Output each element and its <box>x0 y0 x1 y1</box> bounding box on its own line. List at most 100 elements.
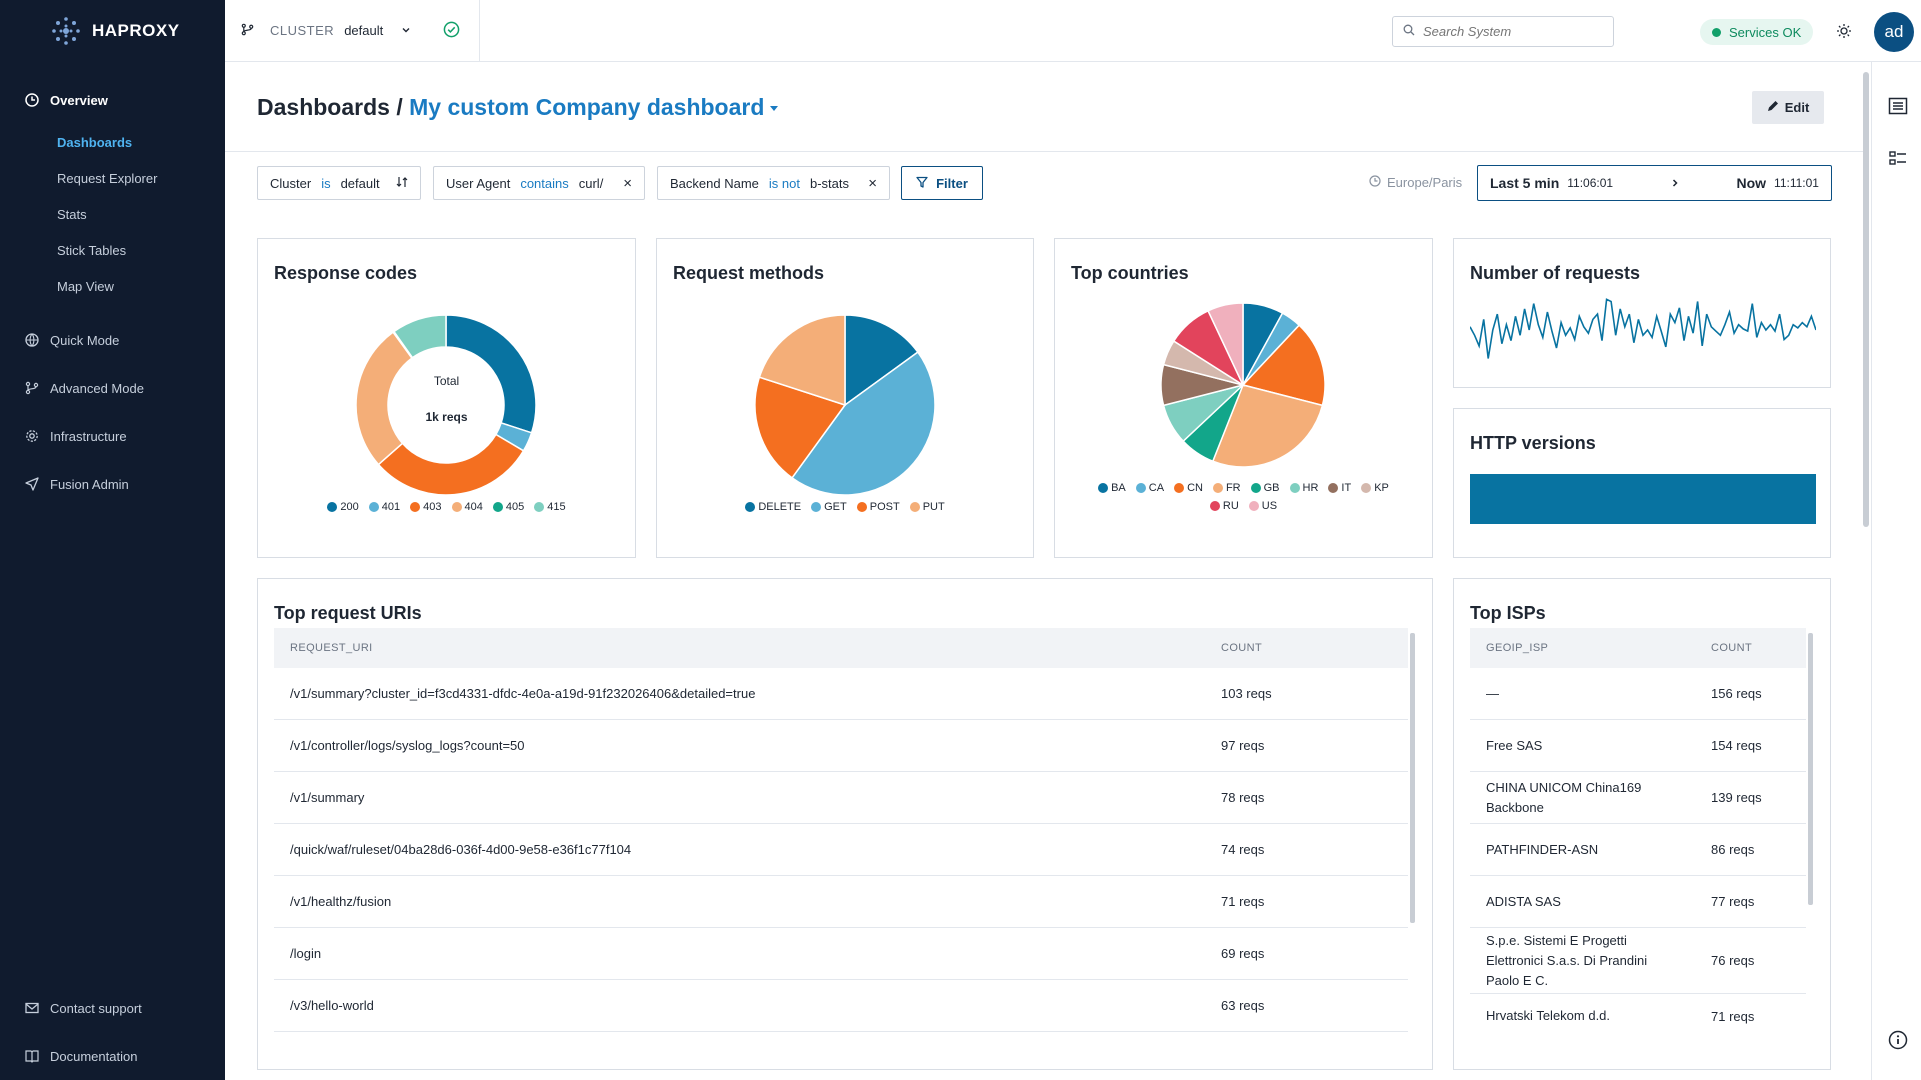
sidebar-subitem-request-explorer[interactable]: Request Explorer <box>57 170 158 186</box>
table-row[interactable]: /v1/summary?cluster_id=f3cd4331-dfdc-4e0… <box>274 668 1408 720</box>
edit-button[interactable]: Edit <box>1752 91 1824 124</box>
table-row[interactable]: S.p.e. Sistemi E Progetti Elettronici S.… <box>1470 928 1806 994</box>
top-countries-pie-chart[interactable] <box>1055 295 1432 475</box>
sidebar-subitem-dashboards[interactable]: Dashboards <box>57 134 133 150</box>
legend-item-post[interactable]: POST <box>856 501 900 513</box>
legend-item-put[interactable]: PUT <box>909 501 945 513</box>
request-uri-cell: /v1/healthz/fusion <box>290 894 392 909</box>
page-scrollbar[interactable] <box>1863 72 1869 527</box>
legend-item-kp[interactable]: KP <box>1361 482 1389 494</box>
filter-operator: contains <box>520 175 569 191</box>
table-scrollbar[interactable] <box>1808 633 1813 905</box>
column-header-count[interactable]: COUNT <box>1711 642 1753 654</box>
chevron-down-icon[interactable] <box>401 23 411 38</box>
sidebar-subitem-stick-tables[interactable]: Stick Tables <box>57 242 127 258</box>
table-row[interactable]: Free SAS 154 reqs <box>1470 720 1806 772</box>
legend-item-hr[interactable]: HR <box>1289 482 1318 494</box>
column-header-request-uri[interactable]: REQUEST_URI <box>290 642 373 654</box>
table-scrollbar[interactable] <box>1410 633 1415 923</box>
cluster-selector[interactable]: CLUSTER default <box>225 0 480 62</box>
table-row[interactable]: /v1/summary 78 reqs <box>274 772 1408 824</box>
table-row[interactable]: ADISTA SAS 77 reqs <box>1470 876 1806 928</box>
table-row[interactable]: /login 69 reqs <box>274 928 1408 980</box>
pie-slice-post[interactable] <box>754 376 847 479</box>
table-row[interactable]: /v1/controller/logs/syslog_logs?count=50… <box>274 720 1408 772</box>
http-versions-bar[interactable] <box>1470 474 1816 524</box>
table-row[interactable]: CHINA UNICOM China169 Backbone 139 reqs <box>1470 772 1806 824</box>
edit-label: Edit <box>1784 100 1810 115</box>
column-header-geoip-isp[interactable]: GEOIP_ISP <box>1486 642 1549 654</box>
legend-item-405[interactable]: 405 <box>492 501 524 513</box>
sidebar-subitem-stats[interactable]: Stats <box>57 206 87 222</box>
close-icon[interactable]: × <box>623 174 632 192</box>
legend-label: CN <box>1187 482 1203 494</box>
sidebar-item-documentation[interactable]: Documentation <box>0 1032 225 1080</box>
time-range-picker[interactable]: Last 5 min 11:06:01 Now 11:11:01 <box>1477 165 1832 201</box>
info-icon[interactable] <box>1884 1026 1912 1054</box>
legend-item-it[interactable]: IT <box>1328 482 1351 494</box>
column-header-count[interactable]: COUNT <box>1221 642 1263 654</box>
table-row[interactable]: PATHFINDER-ASN 86 reqs <box>1470 824 1806 876</box>
funnel-icon <box>916 176 928 191</box>
services-status-badge[interactable]: Services OK <box>1700 19 1814 45</box>
timezone[interactable]: Europe/Paris <box>1369 175 1462 190</box>
number-of-requests-sparkline[interactable] <box>1470 293 1816 367</box>
request-uri-cell: /v3/hello-world <box>290 998 374 1013</box>
checklist-icon[interactable] <box>1884 145 1912 173</box>
sidebar-item-overview[interactable]: Overview <box>0 82 225 118</box>
pie-slice-put[interactable] <box>758 314 846 407</box>
legend-item-404[interactable]: 404 <box>451 501 483 513</box>
legend-item-fr[interactable]: FR <box>1212 482 1241 494</box>
pie-slice-us[interactable] <box>1207 302 1244 386</box>
table-row[interactable]: /v3/hello-world 63 reqs <box>274 980 1408 1032</box>
filter-chip-user-agent[interactable]: User Agent contains curl/ × <box>433 166 645 200</box>
pie-slice-415[interactable] <box>392 314 447 359</box>
search-input[interactable] <box>1423 24 1603 39</box>
sidebar-item-quick-mode[interactable]: Quick Mode <box>0 316 225 364</box>
legend-item-200[interactable]: 200 <box>327 501 359 513</box>
legend-item-ru[interactable]: RU <box>1209 500 1239 512</box>
filter-field: Cluster <box>270 175 312 191</box>
close-icon[interactable]: × <box>868 174 877 192</box>
legend-item-401[interactable]: 401 <box>368 501 400 513</box>
avatar[interactable]: ad <box>1874 12 1914 52</box>
legend-item-415[interactable]: 415 <box>534 501 566 513</box>
request-methods-legend: DELETE GET POST PUT <box>677 501 1013 513</box>
table-row[interactable]: /quick/waf/ruleset/04ba28d6-036f-4d00-9e… <box>274 824 1408 876</box>
swap-icon[interactable] <box>396 176 408 191</box>
filter-button[interactable]: Filter <box>901 166 983 200</box>
legend-item-ba[interactable]: BA <box>1098 482 1126 494</box>
legend-item-gb[interactable]: GB <box>1250 482 1280 494</box>
legend-item-get[interactable]: GET <box>811 501 847 513</box>
sidebar-item-contact-support[interactable]: Contact support <box>0 984 225 1032</box>
legend-item-us[interactable]: US <box>1248 500 1277 512</box>
http-version-bar-segment[interactable] <box>1470 474 1816 524</box>
dashboard-selector[interactable]: My custom Company dashboard <box>409 94 779 120</box>
line-series[interactable] <box>1470 298 1816 359</box>
pie-slice-fr[interactable] <box>1211 384 1324 468</box>
filter-chip-cluster[interactable]: Cluster is default <box>257 166 421 200</box>
list-view-icon[interactable] <box>1884 92 1912 120</box>
sidebar-item-fusion-admin[interactable]: Fusion Admin <box>0 460 225 508</box>
legend-item-ca[interactable]: CA <box>1135 482 1164 494</box>
legend-item-403[interactable]: 403 <box>410 501 442 513</box>
theme-toggle-sun-icon[interactable] <box>1836 23 1852 42</box>
legend-item-delete[interactable]: DELETE <box>745 501 801 513</box>
pie-slice-cn[interactable] <box>1241 324 1326 407</box>
request-methods-pie-chart[interactable] <box>657 305 1033 505</box>
sidebar-subitem-map-view[interactable]: Map View <box>57 278 114 294</box>
legend-swatch <box>1174 483 1185 493</box>
filter-chip-backend-name[interactable]: Backend Name is not b-stats × <box>657 166 890 200</box>
legend-item-cn[interactable]: CN <box>1174 482 1203 494</box>
search-box[interactable] <box>1392 16 1614 47</box>
sidebar-item-advanced-mode[interactable]: Advanced Mode <box>0 364 225 412</box>
table-row[interactable]: /v1/healthz/fusion 71 reqs <box>274 876 1408 928</box>
response-codes-donut-chart[interactable] <box>258 305 635 505</box>
pie-slice-get[interactable] <box>791 351 936 496</box>
table-row[interactable]: Hrvatski Telekom d.d. 71 reqs <box>1470 994 1806 1038</box>
sidebar-item-infrastructure[interactable]: Infrastructure <box>0 412 225 460</box>
count-cell: 63 reqs <box>1221 998 1265 1013</box>
haproxy-logo[interactable]: HAPROXY <box>0 0 225 62</box>
pie-slice-delete[interactable] <box>844 314 919 407</box>
table-row[interactable]: — 156 reqs <box>1470 668 1806 720</box>
